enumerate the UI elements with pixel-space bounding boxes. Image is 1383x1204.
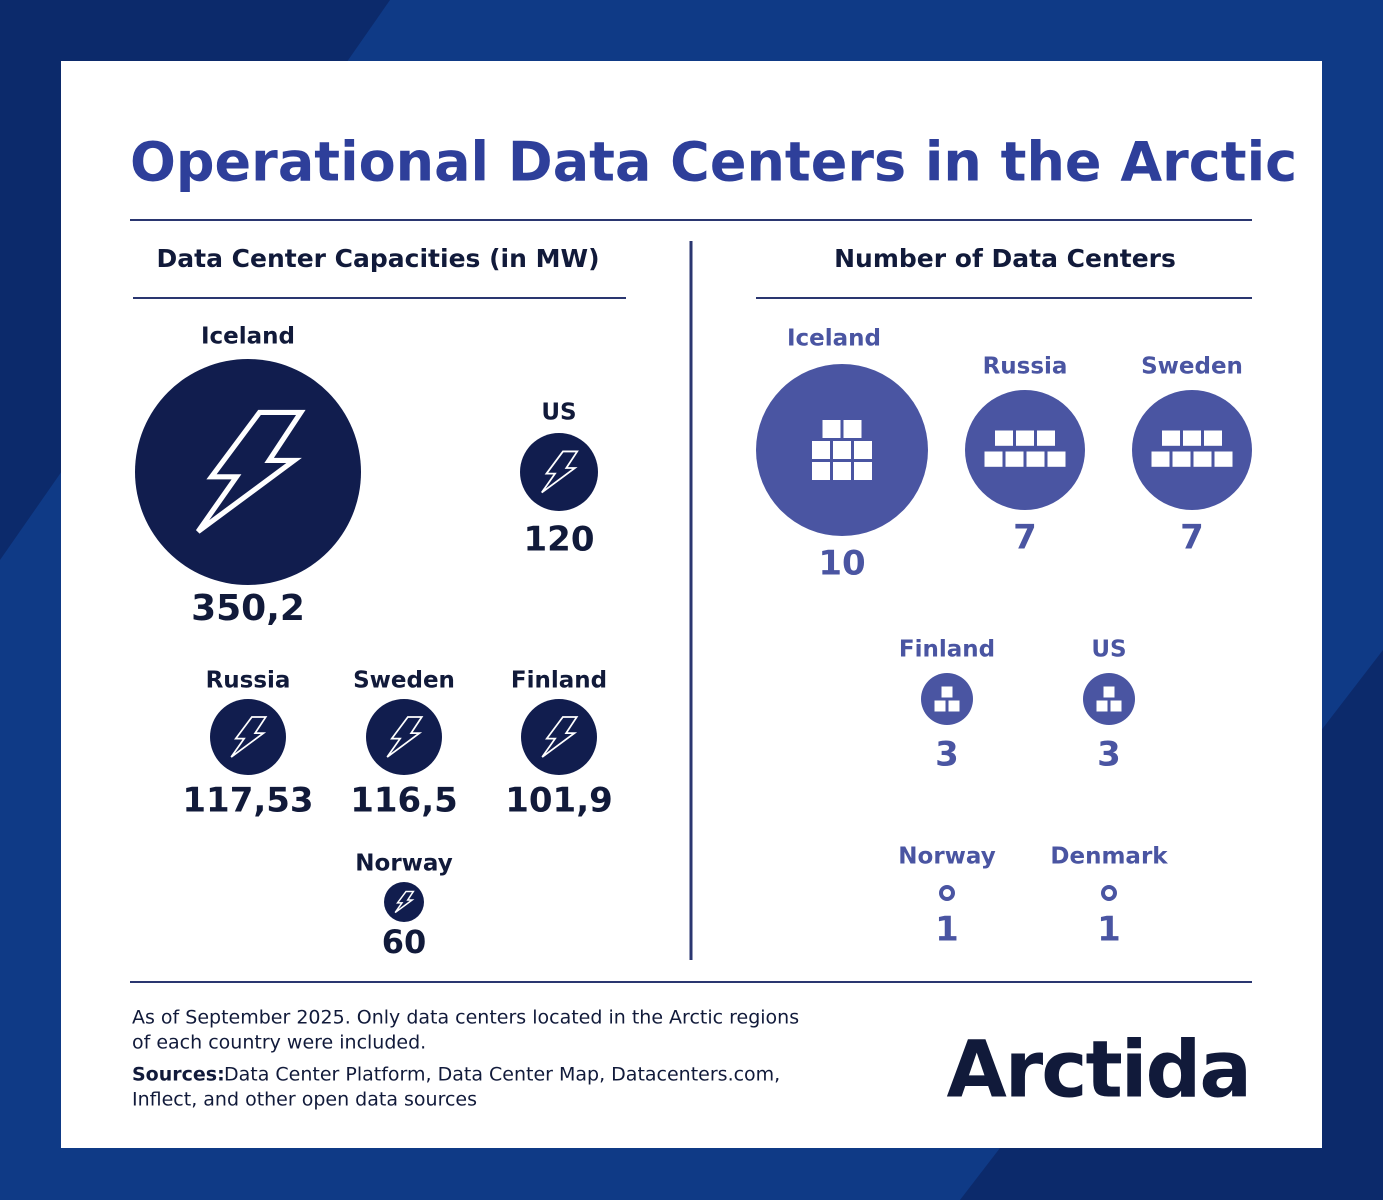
block-icon (984, 451, 1003, 467)
block-icon (843, 420, 862, 438)
block-icon (1005, 451, 1024, 467)
lightning-icon (541, 716, 579, 758)
capacity-value: 101,9 (505, 781, 613, 821)
block-icon (1162, 430, 1180, 446)
count-value: 7 (1180, 518, 1204, 558)
sources-label: Sources: (132, 1064, 225, 1086)
block-icon (934, 700, 946, 712)
sources: Inflect, and other open data sources (132, 1089, 477, 1111)
country-label: US (1091, 637, 1126, 663)
block-icon (948, 700, 960, 712)
country-label: Norway (355, 851, 452, 877)
block-icon (1016, 430, 1034, 446)
block-icon (812, 441, 830, 459)
capacity-value: 350,2 (191, 588, 305, 629)
block-icon (854, 441, 872, 459)
capacity-value: 117,53 (182, 781, 313, 821)
lightning-icon (541, 450, 579, 494)
section-heading: Data Center Capacities (in MW) (157, 244, 600, 273)
capacity-value: 60 (382, 923, 427, 961)
block-icon (822, 420, 841, 438)
block-icon (1096, 700, 1108, 712)
capacity-circle (521, 699, 597, 775)
block-icon (995, 430, 1013, 446)
lightning-icon (195, 409, 306, 534)
capacity-value: 116,5 (350, 781, 458, 821)
count-value: 3 (1097, 735, 1121, 775)
title: Operational Data Centers in the Arctic (130, 131, 1297, 194)
footer: As of September 2025. Only data centers … (132, 1007, 799, 1111)
capacity-circle (210, 699, 286, 775)
block-icon (1026, 451, 1045, 467)
capacity-circle (384, 882, 424, 922)
country-label: Denmark (1050, 844, 1168, 870)
block-icon (1103, 686, 1115, 698)
block-icon (1037, 430, 1055, 446)
country-label: Sweden (1141, 354, 1243, 380)
block-icon (812, 462, 830, 480)
footer-note: As of September 2025. Only data centers … (132, 1007, 799, 1029)
lightning-icon (230, 716, 268, 758)
block-icon (1047, 451, 1066, 467)
lightning-icon (386, 716, 424, 758)
count-value: 3 (935, 735, 959, 775)
count-value: 1 (1097, 910, 1121, 950)
country-label: Norway (898, 844, 995, 870)
count-circle (1132, 390, 1252, 510)
block-icon (854, 462, 872, 480)
capacity-circle (520, 433, 598, 511)
count-circle (921, 673, 973, 725)
capacity-value: 120 (524, 520, 595, 560)
block-icon (1151, 451, 1170, 467)
country-label: Finland (511, 668, 607, 694)
block-icon (941, 686, 953, 698)
count-value: 1 (935, 910, 959, 950)
block-icon (833, 441, 851, 459)
count-circle (1101, 885, 1117, 901)
block-icon (1193, 451, 1212, 467)
logo: Arctida (946, 1025, 1250, 1115)
country-label: Finland (899, 637, 995, 663)
block-icon (1183, 430, 1201, 446)
country-label: Sweden (353, 668, 455, 694)
count-value: 10 (818, 544, 865, 584)
block-icon (1110, 700, 1122, 712)
section-heading: Number of Data Centers (834, 244, 1176, 273)
count-circle (939, 885, 955, 901)
country-label: Russia (206, 668, 291, 694)
block-icon (833, 462, 851, 480)
country-label: Iceland (201, 324, 295, 350)
country-label: Iceland (787, 326, 881, 352)
block-icon (1172, 451, 1191, 467)
country-label: US (541, 400, 576, 426)
count-value: 7 (1013, 518, 1037, 558)
sources: Data Center Platform, Data Center Map, D… (224, 1064, 780, 1086)
capacity-circle (135, 359, 361, 585)
lightning-icon (394, 890, 415, 914)
block-icon (1204, 430, 1222, 446)
count-circle (965, 390, 1085, 510)
footer-note: of each country were included. (132, 1032, 426, 1054)
capacity-circle (366, 699, 442, 775)
count-circle (1083, 673, 1135, 725)
country-label: Russia (983, 354, 1068, 380)
block-icon (1214, 451, 1233, 467)
